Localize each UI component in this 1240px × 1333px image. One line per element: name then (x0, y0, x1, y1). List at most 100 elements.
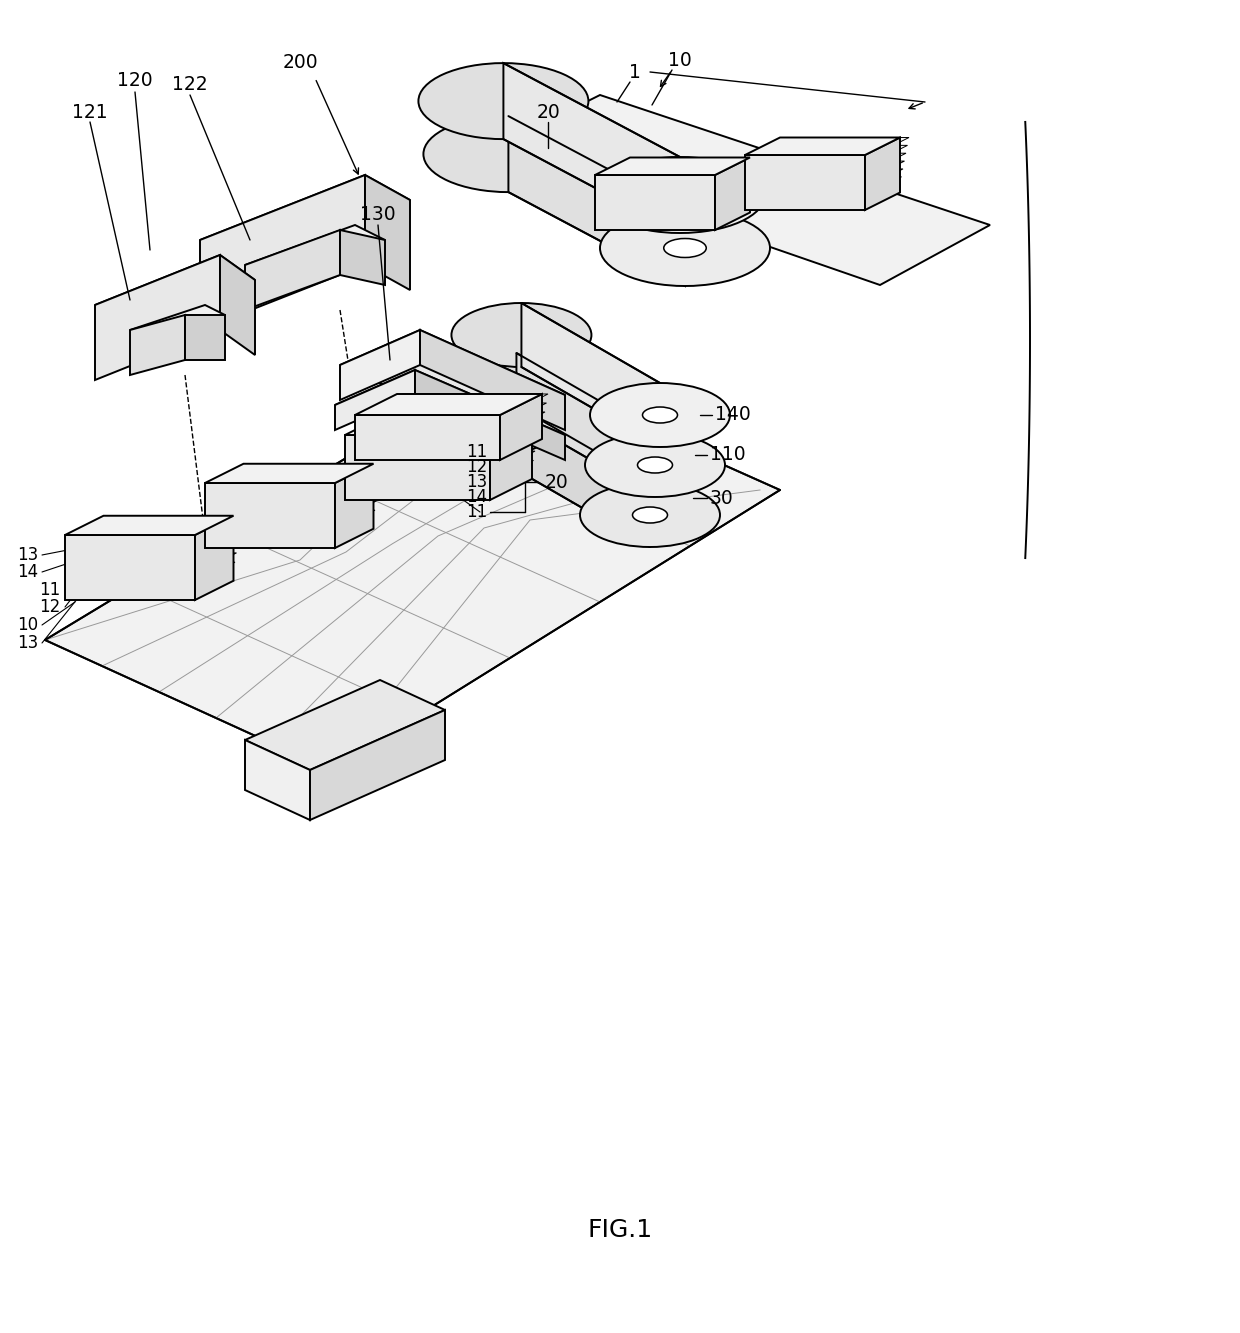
Polygon shape (753, 145, 908, 163)
Polygon shape (260, 481, 286, 483)
Text: FIG.1: FIG.1 (588, 1218, 652, 1242)
Polygon shape (598, 189, 753, 207)
Ellipse shape (632, 507, 667, 523)
Text: 10: 10 (668, 51, 692, 69)
Polygon shape (490, 95, 990, 285)
Polygon shape (751, 153, 906, 171)
Text: 14: 14 (17, 563, 38, 581)
Polygon shape (352, 424, 539, 444)
Polygon shape (790, 153, 817, 155)
Text: 12: 12 (466, 459, 487, 476)
Text: 13: 13 (17, 547, 38, 564)
Polygon shape (208, 501, 377, 520)
Polygon shape (210, 492, 378, 511)
Polygon shape (205, 520, 373, 539)
Ellipse shape (585, 433, 725, 497)
Polygon shape (415, 371, 565, 460)
Polygon shape (595, 157, 750, 175)
Polygon shape (212, 473, 381, 492)
Polygon shape (640, 175, 667, 177)
Ellipse shape (418, 63, 589, 139)
Polygon shape (604, 157, 759, 175)
Polygon shape (516, 353, 655, 497)
Polygon shape (345, 435, 490, 500)
Polygon shape (246, 225, 384, 280)
Polygon shape (64, 516, 233, 535)
Text: 130: 130 (360, 205, 396, 224)
Text: 140: 140 (715, 405, 750, 424)
Polygon shape (207, 511, 374, 529)
Polygon shape (365, 175, 410, 291)
Polygon shape (351, 433, 538, 453)
Polygon shape (69, 544, 238, 563)
Polygon shape (120, 535, 148, 537)
Ellipse shape (663, 239, 707, 257)
Polygon shape (595, 175, 715, 231)
Polygon shape (420, 331, 565, 431)
Ellipse shape (446, 353, 587, 417)
Polygon shape (185, 315, 224, 360)
Ellipse shape (580, 483, 720, 547)
Text: 200: 200 (283, 52, 317, 72)
Text: 20: 20 (536, 103, 560, 121)
Polygon shape (746, 177, 901, 195)
Polygon shape (64, 572, 233, 591)
Polygon shape (346, 460, 533, 481)
Ellipse shape (637, 457, 672, 473)
Polygon shape (749, 161, 904, 179)
Polygon shape (246, 231, 340, 311)
Polygon shape (361, 395, 548, 415)
Polygon shape (596, 197, 751, 215)
Polygon shape (45, 365, 780, 770)
Polygon shape (599, 181, 754, 199)
Polygon shape (350, 441, 537, 463)
Polygon shape (340, 231, 384, 285)
Ellipse shape (423, 116, 594, 192)
Polygon shape (310, 710, 445, 820)
Ellipse shape (642, 407, 677, 423)
Polygon shape (748, 169, 903, 187)
Polygon shape (71, 535, 239, 553)
Polygon shape (812, 153, 817, 163)
Text: 11: 11 (466, 503, 487, 521)
Text: 20: 20 (546, 472, 569, 492)
Polygon shape (200, 175, 365, 331)
Polygon shape (130, 315, 185, 375)
Polygon shape (74, 516, 243, 535)
Text: 110: 110 (711, 445, 745, 464)
Polygon shape (522, 303, 660, 447)
Text: 11: 11 (466, 443, 487, 461)
Ellipse shape (595, 157, 765, 233)
Polygon shape (335, 371, 415, 431)
Polygon shape (490, 415, 532, 500)
Polygon shape (601, 173, 756, 191)
Text: 122: 122 (172, 76, 208, 95)
Polygon shape (355, 395, 542, 415)
Text: 12: 12 (38, 599, 60, 616)
Text: 1: 1 (629, 63, 641, 81)
Polygon shape (195, 516, 233, 600)
Polygon shape (357, 421, 543, 443)
Ellipse shape (451, 303, 591, 367)
Polygon shape (281, 481, 286, 491)
Polygon shape (219, 255, 255, 355)
Polygon shape (662, 175, 667, 185)
Polygon shape (130, 305, 224, 345)
Text: 30: 30 (711, 488, 734, 508)
Polygon shape (72, 525, 241, 544)
Polygon shape (215, 464, 382, 483)
Ellipse shape (441, 403, 582, 467)
Polygon shape (348, 451, 534, 472)
Text: 13: 13 (466, 473, 487, 491)
Polygon shape (246, 740, 310, 820)
Polygon shape (68, 553, 237, 572)
Polygon shape (335, 464, 373, 548)
Polygon shape (745, 185, 900, 203)
Polygon shape (340, 331, 565, 431)
Polygon shape (335, 371, 565, 471)
Polygon shape (360, 403, 547, 424)
Ellipse shape (590, 383, 730, 447)
Polygon shape (143, 535, 148, 545)
Polygon shape (745, 155, 866, 211)
Polygon shape (64, 535, 195, 600)
